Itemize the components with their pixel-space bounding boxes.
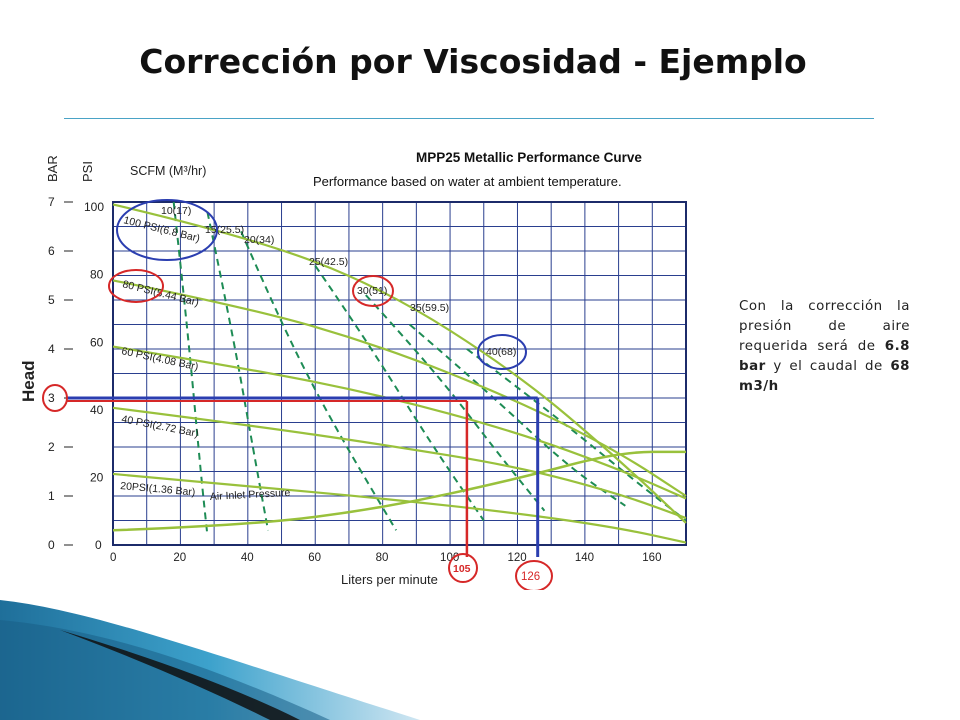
highlight-40-68 [477,334,527,370]
slide-title: Corrección por Viscosidad - Ejemplo [139,42,807,81]
x-tick-label: 120 [507,552,526,564]
head-marker-circle [42,384,68,412]
psi-tick-label: 0 [95,538,102,552]
plot-frame [112,201,687,546]
highlight-30-51 [352,275,394,307]
pressure-curve [112,406,687,520]
bar-tick-label: 6 [48,244,55,258]
psi-tick-label: 80 [90,268,104,282]
bar-axis-label: BAR [45,155,60,182]
bar-tick-label: 0 [48,538,55,552]
bar-tick-label: 1 [48,489,55,503]
chart-title: MPP25 Metallic Performance Curve [416,150,642,165]
flow-a-label: 105 [453,563,471,575]
air-inlet-label: Air Inlet Pressure [210,487,291,503]
air-curve [240,231,397,531]
decorative-swoosh [0,600,420,720]
psi-axis-label: PSI [80,161,95,182]
air-curve [365,294,546,512]
x-tick-label: 160 [642,552,661,564]
note-flow: 68 m3/h [739,359,910,394]
pressure-curve [112,279,687,497]
x-tick-label: 0 [110,552,116,564]
bar-tick-label: 7 [48,195,55,209]
note-middle: y el caudal de [765,359,891,374]
flow-a-marker-circle [448,553,478,583]
psi-tick-label: 100 [84,200,104,214]
highlight-100psi [116,199,218,261]
air-curve-label: 10(17) [161,205,191,217]
highlight-80psi [108,269,164,303]
air-curve-label: 25(42.5) [309,256,348,268]
air-curve [314,265,485,522]
air-curve [408,323,626,507]
note-prefix: Con la corrección la presión de aire req… [739,299,910,354]
bar-tick-label: 3 [48,391,55,405]
air-curve-label: 15(25.5) [205,224,244,236]
pressure-curve [112,472,687,544]
air-curve-label: 20(34) [244,234,274,246]
air-curve-label: 30(51) [357,285,387,297]
flow-b-label: 126 [521,571,540,583]
x-tick-label: 60 [308,552,321,564]
correction-note: Con la corrección la presión de aire req… [739,297,910,397]
head-axis-label: Head [19,360,38,402]
bar-tick-label: 2 [48,440,55,454]
chart-subtitle: Performance based on water at ambient te… [313,174,622,189]
x-tick-label: 20 [173,552,186,564]
air-curve-label: 40(68) [486,346,516,358]
flow-b-marker-circle [515,560,553,590]
performance-chart: MPP25 Metallic Performance Curve Performa… [19,150,687,590]
psi-tick-label: 60 [90,335,104,349]
air-curve [466,348,687,522]
air-inlet-curve [112,450,686,532]
bar-tick-label: 4 [48,342,55,356]
title-divider [64,118,874,119]
pressure-curve [112,203,687,524]
pressure-curve-label: 100 PSI(6.8 Bar) [122,214,201,245]
air-curve-label: 35(59.5) [410,302,449,314]
psi-tick-label: 20 [90,470,104,484]
air-curve [206,211,270,531]
scfm-label: SCFM (M³/hr) [130,164,206,178]
x-tick-label: 140 [575,552,594,564]
x-tick-label: 40 [241,552,254,564]
x-axis-label: Liters per minute [341,572,438,587]
x-tick-label: 80 [376,552,389,564]
x-tick-label: 100 [440,552,459,564]
note-pressure: 6.8 bar [739,339,910,374]
bar-tick-label: 5 [48,293,55,307]
psi-tick-label: 40 [90,403,104,417]
